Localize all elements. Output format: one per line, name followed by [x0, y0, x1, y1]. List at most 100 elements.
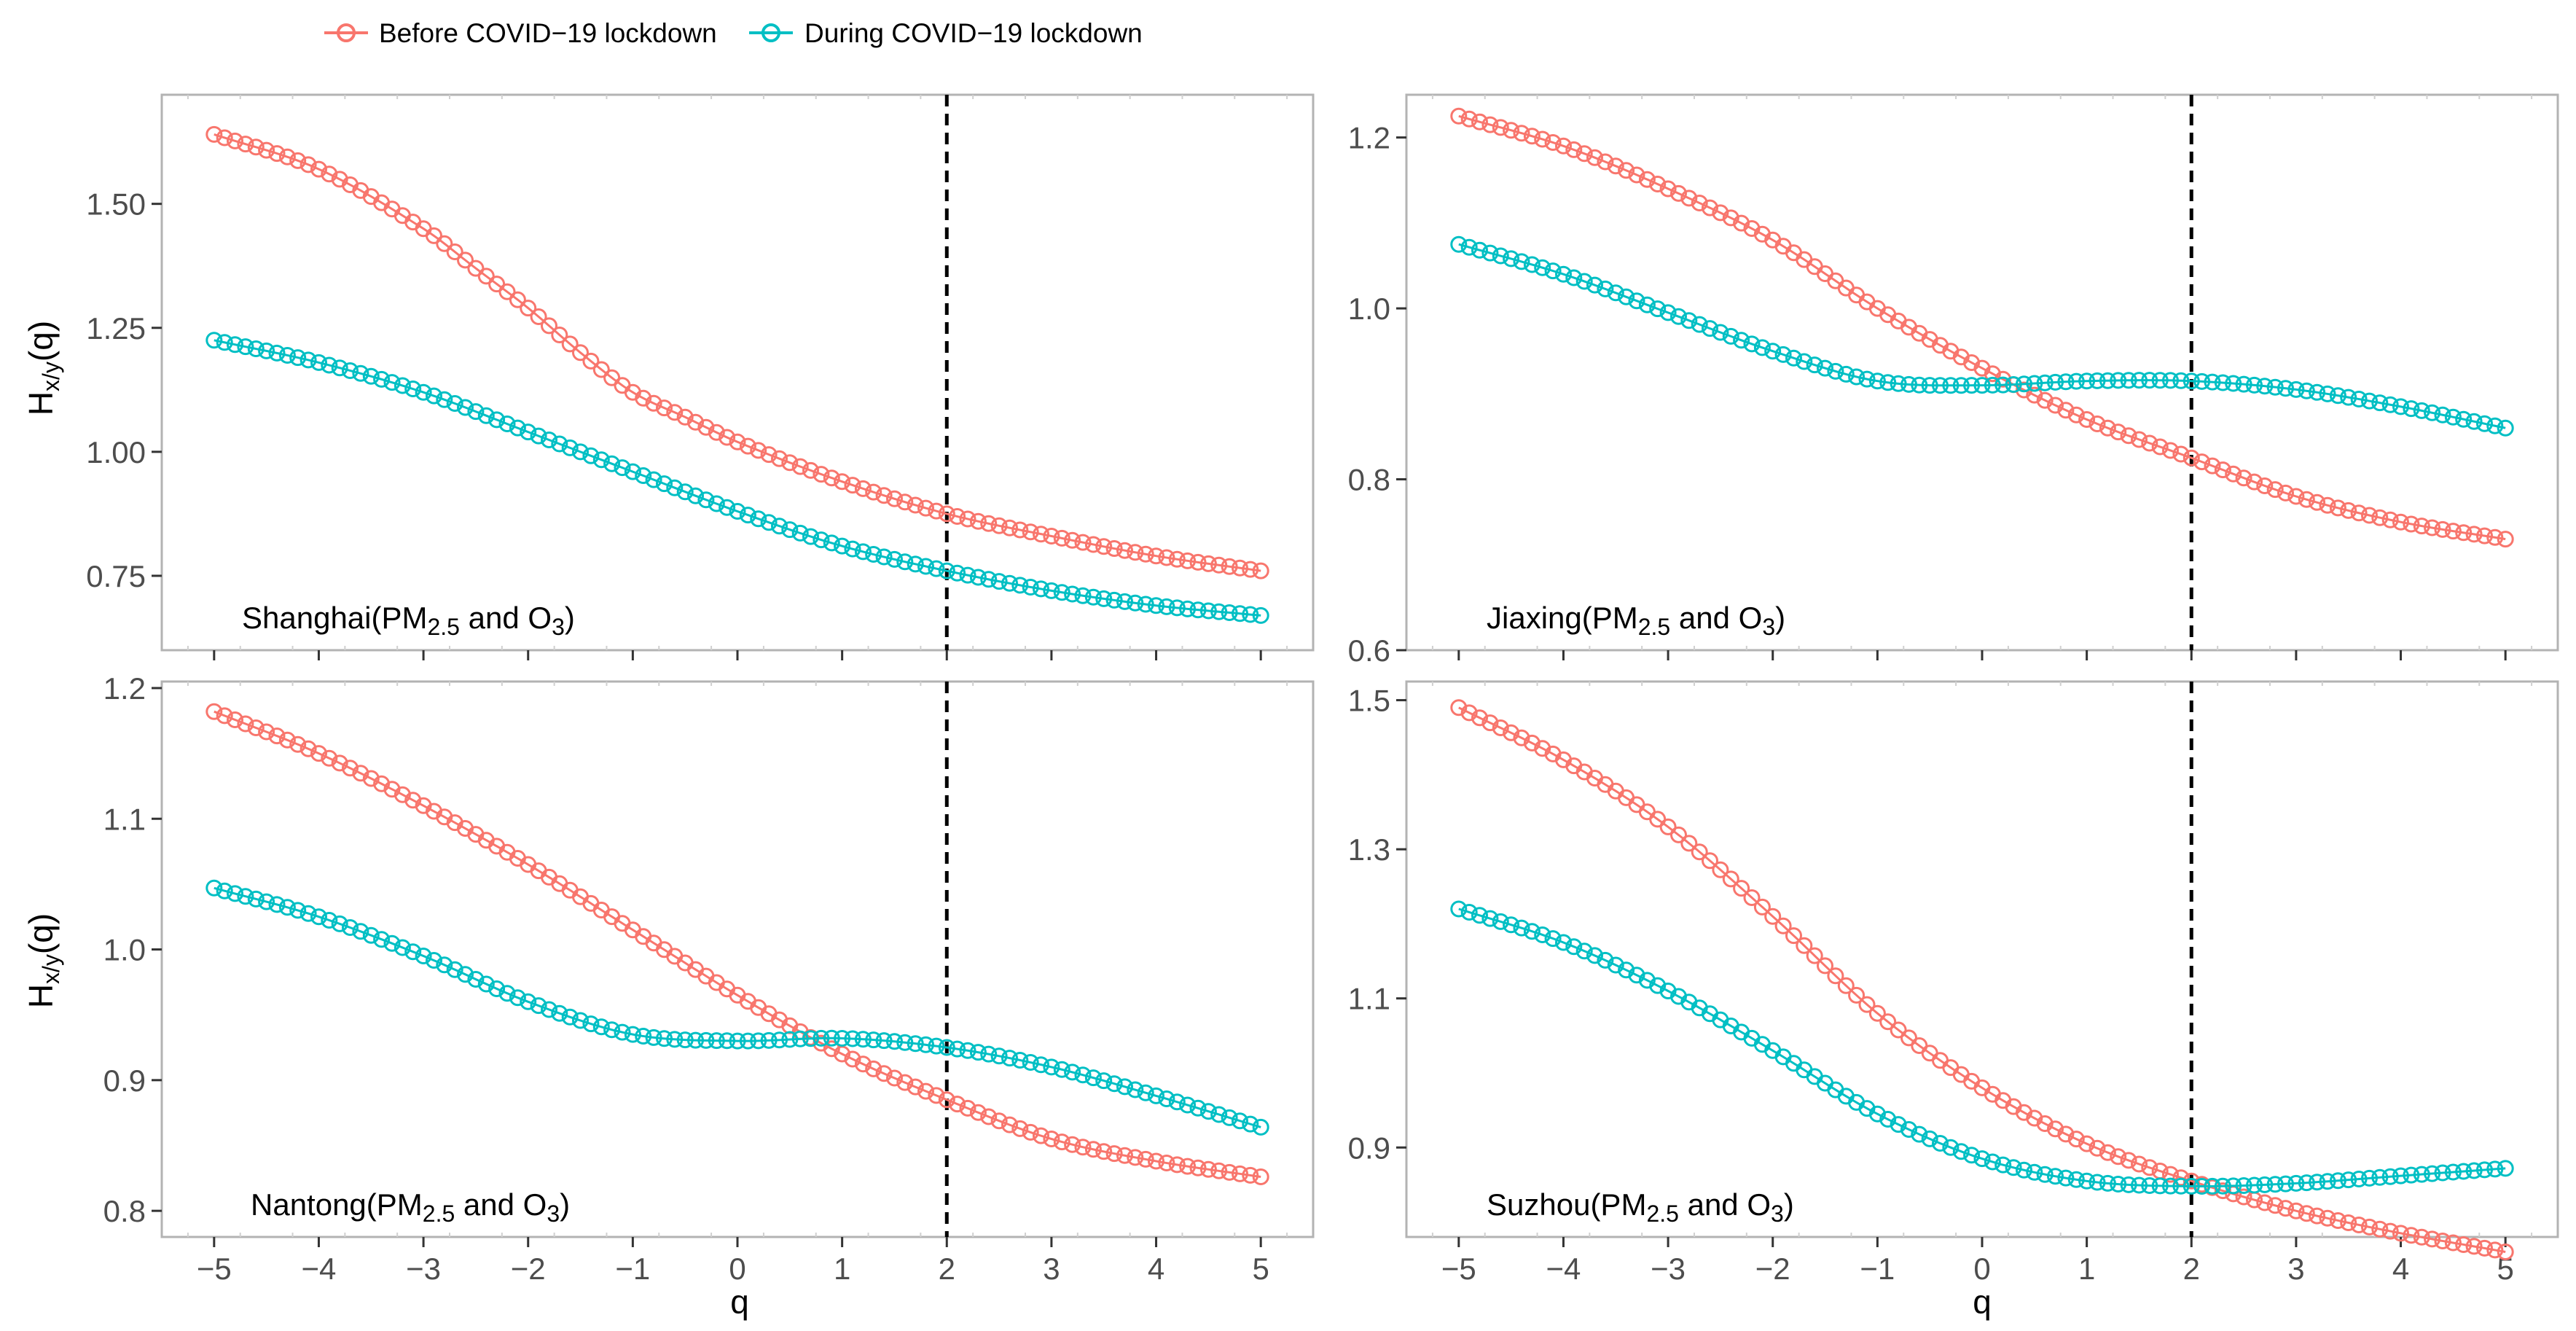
data-point [2403, 400, 2420, 418]
data-point [1481, 116, 1499, 133]
data-point [2099, 419, 2116, 437]
data-point [938, 505, 955, 523]
data-point [854, 480, 872, 497]
data-point [2444, 408, 2462, 426]
data-point [2319, 1209, 2336, 1227]
x-tick-label: 3 [1043, 1252, 1060, 1286]
data-point [1199, 555, 1217, 572]
data-point [1503, 122, 1520, 139]
data-point [477, 975, 495, 993]
x-tick-label: 0 [1973, 1252, 1990, 1286]
data-point [1179, 600, 1197, 617]
data-point [205, 703, 223, 720]
data-point [2036, 1115, 2054, 1132]
data-point [2497, 1244, 2514, 1260]
data-point [289, 349, 307, 367]
data-point [1127, 1081, 1144, 1098]
data-point [1064, 1063, 1081, 1081]
data-point [227, 885, 243, 902]
data-point [666, 1031, 684, 1048]
data-point [771, 1031, 788, 1049]
x-axis-title-right: q [1973, 1283, 1992, 1321]
panel-label-part: 3 [552, 614, 565, 640]
data-point [1022, 1054, 1039, 1071]
data-point [1523, 923, 1540, 940]
data-point [708, 424, 725, 441]
data-point [645, 1028, 662, 1046]
data-point [2172, 1169, 2190, 1187]
data-point [2329, 1172, 2346, 1190]
data-point [2381, 396, 2399, 413]
data-point [917, 1082, 934, 1100]
data-point [237, 338, 254, 356]
x-tick-label: 4 [2392, 1252, 2409, 1286]
data-point [760, 446, 778, 464]
data-point [2309, 493, 2326, 511]
data-point [1534, 926, 1551, 943]
data-point [2309, 1207, 2326, 1225]
y-tick-label: 1.0 [1348, 292, 1390, 326]
data-point [488, 980, 506, 997]
data-point [1450, 900, 1468, 918]
data-point [2182, 1172, 2200, 1190]
data-point [928, 560, 945, 577]
data-point [2131, 431, 2148, 448]
data-point [2225, 1177, 2242, 1195]
x-axis-title-left: q [730, 1283, 749, 1321]
y-axis-title-subscript: x/y [38, 362, 64, 391]
data-point [592, 361, 610, 378]
data-point [2078, 372, 2096, 390]
data-point [687, 487, 704, 504]
panel-label-part: ) [1775, 601, 1785, 635]
data-point [614, 459, 631, 477]
data-point [739, 437, 756, 455]
legend-label-before: Before COVID−19 lockdown [379, 18, 717, 48]
y-tick-label: 1.0 [103, 933, 146, 967]
data-point [1503, 724, 1520, 741]
data-point [373, 931, 391, 948]
data-point [719, 429, 736, 446]
x-tick-label: 2 [939, 1252, 955, 1286]
data-point [1450, 235, 1468, 253]
data-point [2235, 1177, 2252, 1194]
data-point [2455, 524, 2473, 542]
series-before [1450, 699, 2514, 1260]
data-point [2287, 488, 2305, 505]
x-tick-label: 1 [2078, 1252, 2095, 1286]
data-point [1565, 141, 1583, 158]
panel-label-part: 2.5 [1646, 1201, 1678, 1227]
data-point [1179, 1096, 1197, 1114]
data-point [541, 1001, 557, 1018]
data-point [509, 419, 526, 437]
data-point [2424, 404, 2441, 421]
data-point [1158, 598, 1175, 615]
data-point [300, 905, 317, 922]
data-point [572, 344, 589, 362]
data-point [823, 1029, 840, 1047]
x-tick-label: −2 [1755, 1252, 1790, 1286]
data-point [1691, 316, 1708, 333]
data-point [2434, 520, 2451, 538]
data-point [1210, 1162, 1228, 1179]
data-point [1127, 544, 1144, 561]
data-point [2465, 1162, 2483, 1179]
data-point [268, 727, 286, 745]
data-point [2476, 415, 2493, 432]
data-point [2371, 394, 2389, 412]
data-point [2120, 427, 2137, 445]
data-point [2392, 398, 2409, 415]
series-during [205, 879, 1269, 1136]
y-axis-title-main: H [22, 391, 60, 415]
data-point [1064, 531, 1081, 549]
data-point [2434, 1233, 2451, 1249]
data-point [2424, 1230, 2441, 1248]
data-point [582, 352, 600, 370]
data-point [1575, 942, 1593, 960]
data-point [1095, 1143, 1113, 1160]
y-tick-label: 1.1 [1348, 982, 1390, 1016]
data-point [1127, 594, 1144, 612]
data-point [216, 129, 233, 147]
data-point [1105, 591, 1123, 609]
data-point [1565, 938, 1583, 956]
data-point [1503, 916, 1520, 934]
